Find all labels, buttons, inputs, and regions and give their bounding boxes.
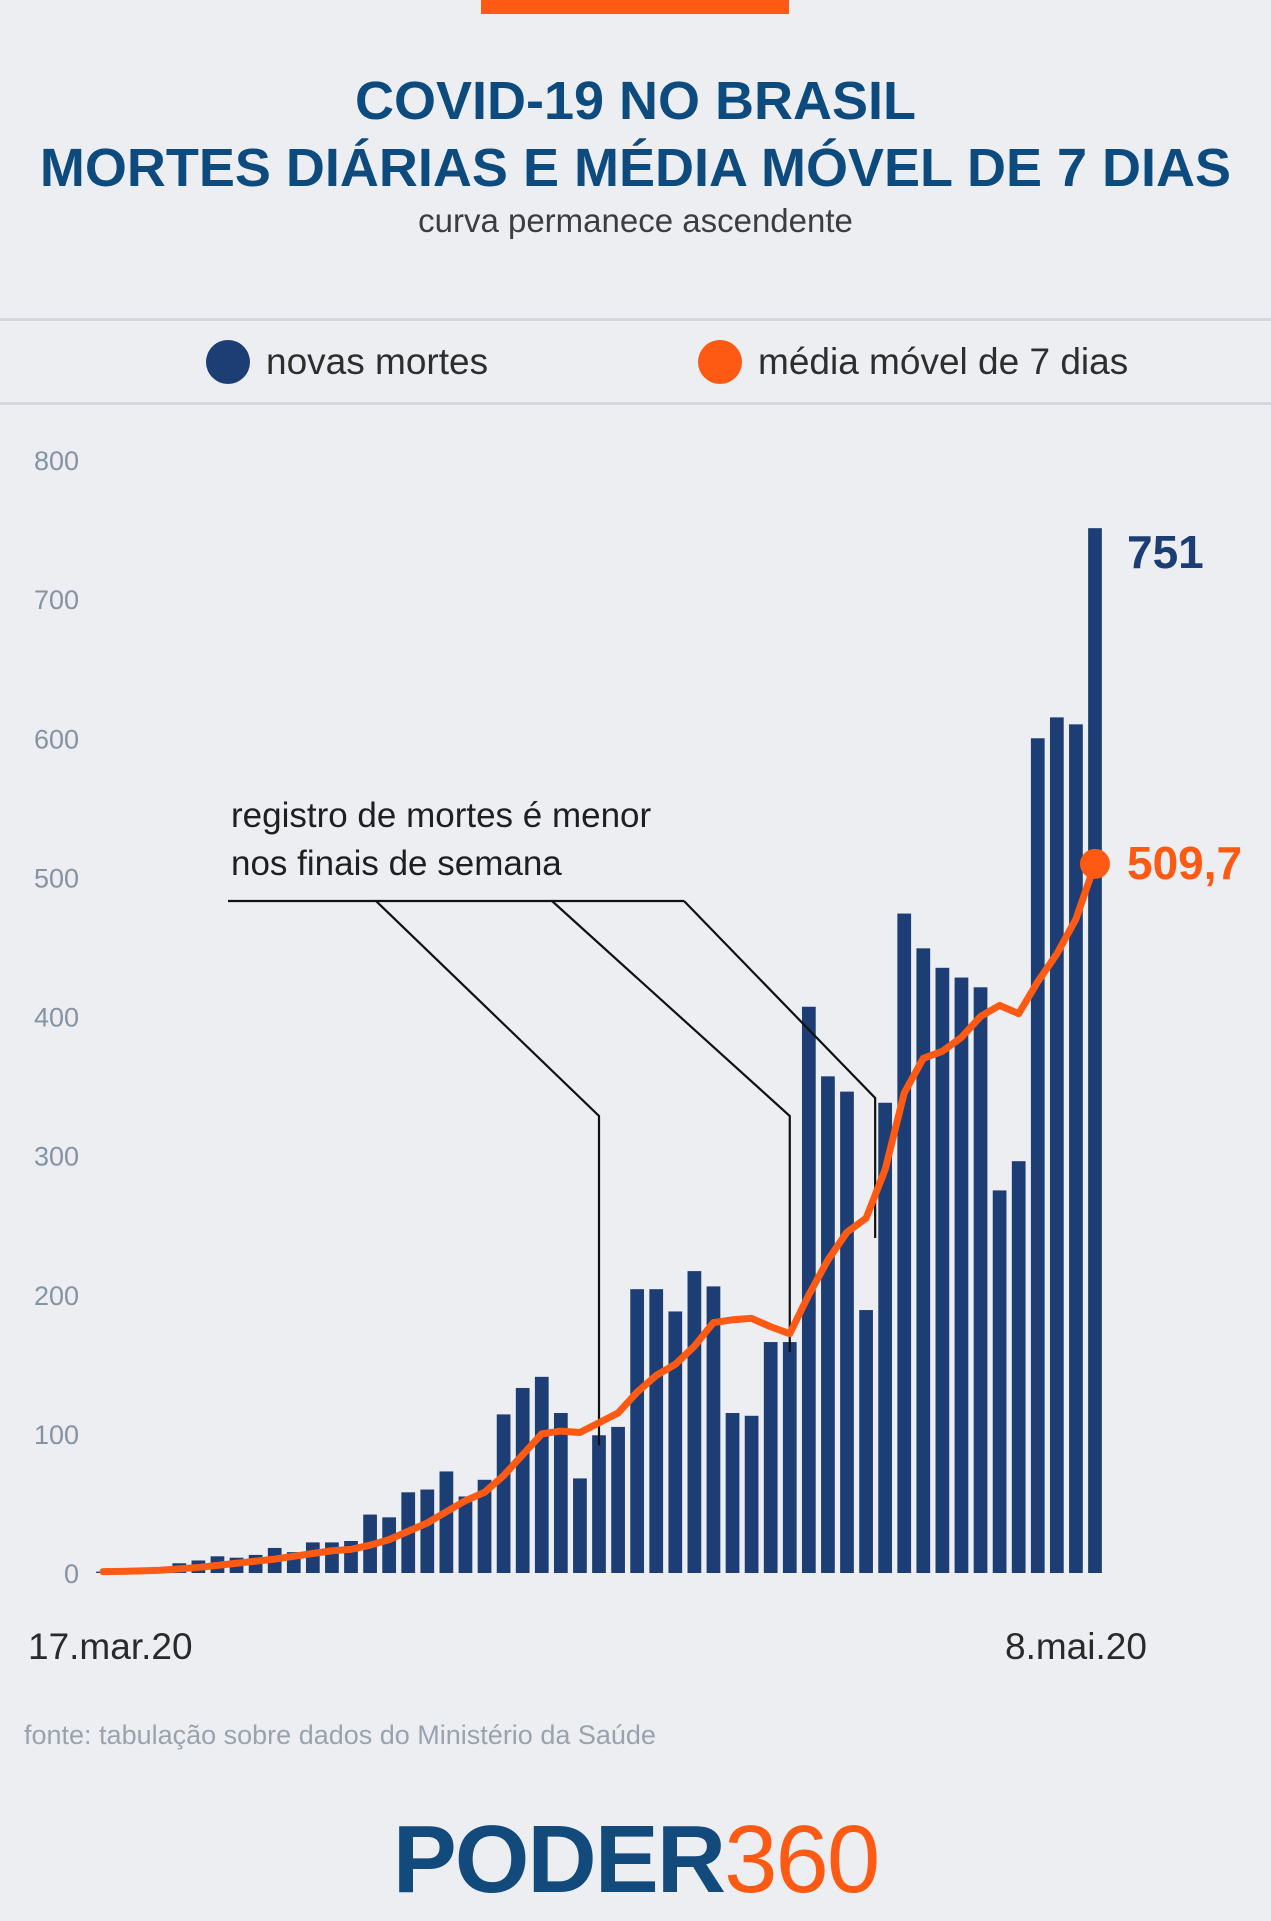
bar — [744, 1415, 759, 1573]
bar — [840, 1091, 854, 1573]
poder360-logo: PODER360 — [392, 1806, 881, 1913]
last-average-label: 509,7 — [1127, 837, 1242, 889]
bar — [420, 1489, 435, 1573]
bar — [458, 1496, 473, 1573]
x-axis-end-label: 8.mai.20 — [1005, 1626, 1147, 1667]
bar — [1030, 738, 1045, 1573]
moving-average-line — [99, 860, 1099, 1576]
bar — [534, 1376, 549, 1573]
bar — [573, 1478, 587, 1573]
y-tick-label: 800 — [34, 446, 79, 476]
callout-line — [551, 900, 791, 1353]
chart-title-line2: MORTES DIÁRIAS E MÉDIA MÓVEL DE 7 DIAS — [39, 138, 1232, 198]
bar — [763, 1342, 778, 1573]
legend-top-divider — [0, 318, 1271, 321]
bar — [1088, 528, 1102, 1573]
bar — [725, 1413, 740, 1573]
bar — [553, 1413, 568, 1573]
bar — [439, 1471, 454, 1573]
y-tick-label: 200 — [34, 1281, 79, 1311]
bar — [954, 977, 969, 1573]
bar — [916, 948, 931, 1573]
bar — [935, 967, 950, 1573]
bar — [477, 1479, 492, 1573]
legend-label-novas-mortes: novas mortes — [266, 341, 489, 382]
bar — [649, 1289, 664, 1573]
bar — [782, 1342, 797, 1573]
y-axis: 0 100 200 300 400 500 600 700 800 — [34, 446, 79, 1589]
callout-text-line1: registro de mortes é menor — [231, 796, 652, 835]
legend-swatch-line — [698, 340, 742, 384]
bar — [668, 1311, 683, 1573]
x-axis-start-label: 17.mar.20 — [28, 1626, 193, 1667]
y-tick-label: 500 — [34, 863, 79, 893]
bar — [992, 1190, 1007, 1573]
y-tick-label: 300 — [34, 1142, 79, 1172]
bar — [859, 1310, 873, 1573]
legend-swatch-bars — [206, 340, 250, 384]
top-accent-bar — [481, 0, 789, 14]
y-tick-label: 700 — [34, 585, 79, 615]
legend-item-media-movel: média móvel de 7 dias — [698, 340, 1128, 384]
bar — [821, 1076, 835, 1573]
bar — [706, 1286, 721, 1573]
bar — [515, 1387, 530, 1573]
bar — [592, 1435, 606, 1573]
legend-bottom-divider — [0, 402, 1271, 405]
max-value-label: 751 — [1127, 526, 1204, 578]
legend-item-novas-mortes: novas mortes — [206, 340, 488, 384]
bar — [897, 913, 912, 1573]
bar — [1011, 1161, 1026, 1573]
y-tick-label: 100 — [34, 1420, 79, 1450]
chart-title-line1: COVID-19 NO BRASIL — [354, 71, 917, 131]
bar — [878, 1102, 893, 1573]
y-tick-label: 600 — [34, 724, 79, 754]
y-tick-label: 0 — [64, 1559, 79, 1589]
annotation-callout-lines — [228, 899, 877, 1446]
callout-text-line2: nos finais de semana — [231, 844, 562, 883]
bar — [973, 987, 988, 1573]
y-tick-label: 400 — [34, 1003, 79, 1033]
callout-line — [375, 900, 601, 1446]
bar — [1049, 717, 1064, 1573]
bar — [630, 1289, 645, 1573]
chart-subtitle: curva permanece ascendente — [418, 202, 853, 239]
moving-average-end-marker — [1080, 848, 1110, 879]
bar — [496, 1414, 511, 1573]
bar — [611, 1426, 625, 1573]
source-note: fonte: tabulação sobre dados do Ministér… — [24, 1720, 656, 1750]
bar — [687, 1271, 702, 1573]
bar — [1069, 724, 1083, 1573]
bar — [382, 1517, 397, 1573]
legend-label-media-movel: média móvel de 7 dias — [758, 341, 1129, 382]
